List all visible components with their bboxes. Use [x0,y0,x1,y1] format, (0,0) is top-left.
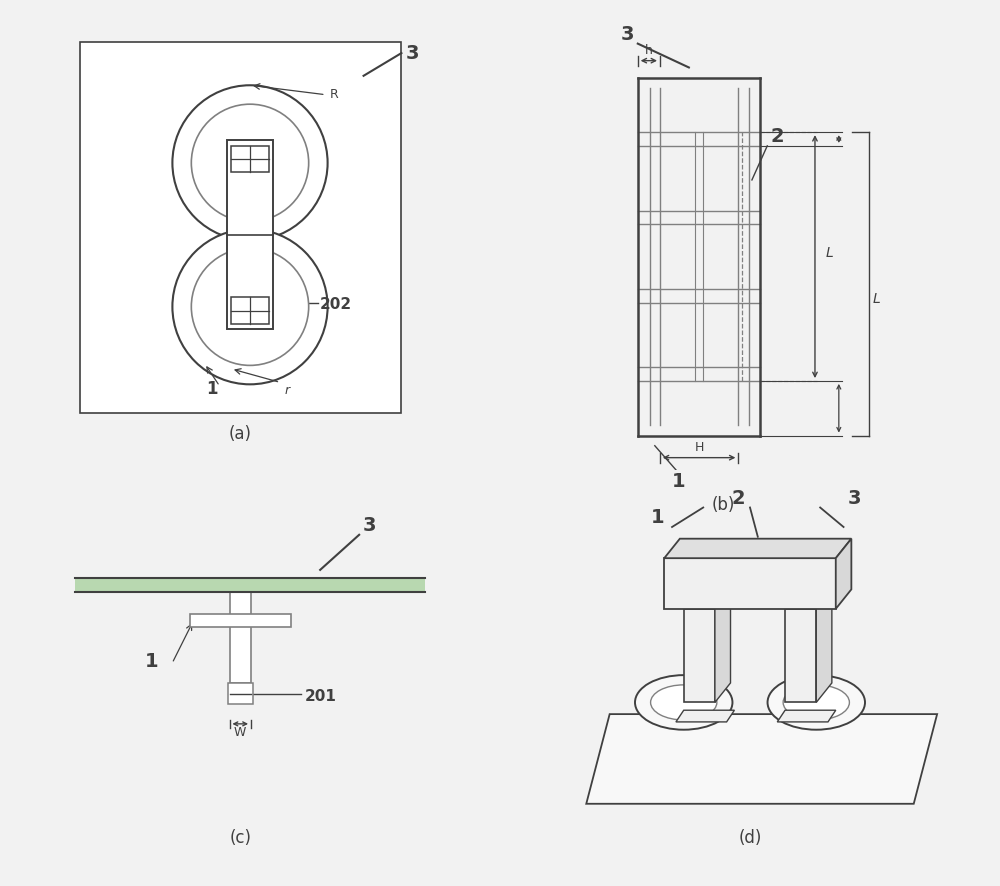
Text: 3: 3 [363,516,377,535]
Text: (d): (d) [738,828,762,847]
Polygon shape [816,589,832,703]
Text: 3: 3 [621,25,634,44]
Text: (a): (a) [229,425,252,443]
Text: 2: 2 [771,128,784,146]
Ellipse shape [651,685,717,720]
Text: 201: 201 [305,689,336,704]
Text: L: L [825,245,833,260]
Text: H: H [694,441,704,454]
Polygon shape [586,714,937,804]
Polygon shape [715,589,731,703]
Bar [80,42,401,413]
Bar [231,146,269,173]
Bar [227,140,273,330]
Text: 1: 1 [145,652,158,672]
Text: (b): (b) [711,496,735,515]
Text: R: R [329,89,338,101]
Text: (c): (c) [229,828,251,847]
Text: 1: 1 [206,380,218,398]
Ellipse shape [768,675,865,730]
Text: 2: 2 [731,488,745,508]
Text: 1: 1 [651,508,664,527]
Bar [230,593,251,683]
Polygon shape [676,711,734,722]
Circle shape [172,229,328,385]
Text: h: h [645,43,653,57]
Text: 202: 202 [320,297,352,312]
Bar [231,298,269,323]
Text: 1: 1 [672,471,685,491]
Polygon shape [684,609,715,703]
Polygon shape [836,539,851,609]
Ellipse shape [783,685,849,720]
Circle shape [191,105,309,222]
Polygon shape [777,711,836,722]
Polygon shape [664,558,836,609]
Polygon shape [664,539,851,558]
Bar [228,683,253,704]
Text: 3: 3 [405,43,419,63]
Polygon shape [785,609,816,703]
Ellipse shape [635,675,732,730]
Text: W: W [234,726,246,739]
Text: r: r [284,385,289,397]
Bar [190,614,291,626]
Polygon shape [785,589,832,609]
Polygon shape [684,589,731,609]
Text: L: L [873,292,881,307]
Circle shape [191,248,309,365]
Text: 3: 3 [847,488,861,508]
Circle shape [172,85,328,240]
